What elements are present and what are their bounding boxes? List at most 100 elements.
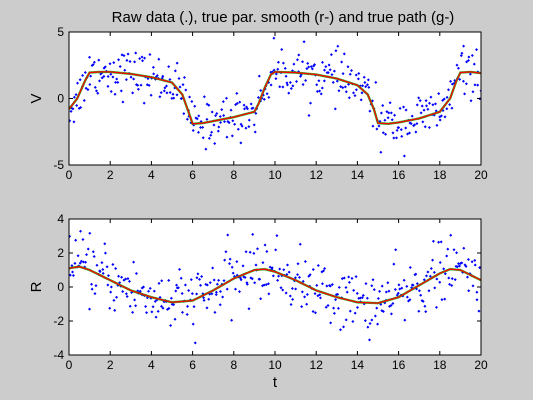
- raw-data-point: [113, 92, 117, 96]
- x-tick-label: 20: [474, 358, 488, 372]
- y-tick-label: -2: [53, 314, 64, 328]
- raw-data-point: [259, 88, 263, 92]
- raw-data-point: [235, 101, 239, 105]
- raw-data-point: [370, 318, 374, 322]
- raw-data-point: [103, 251, 107, 255]
- raw-data-point: [309, 101, 313, 105]
- raw-data-point: [123, 68, 127, 72]
- raw-data-point: [76, 81, 80, 85]
- raw-data-point: [295, 58, 299, 62]
- raw-data-point: [411, 283, 415, 287]
- raw-data-point: [155, 74, 159, 78]
- raw-data-point: [449, 79, 453, 83]
- raw-data-point: [419, 293, 423, 297]
- raw-data-point: [305, 293, 309, 297]
- raw-data-point: [460, 51, 464, 55]
- raw-data-point: [461, 79, 465, 83]
- raw-data-point: [71, 107, 75, 111]
- raw-data-point: [197, 277, 201, 281]
- raw-data-point: [296, 262, 300, 266]
- raw-data-point: [182, 112, 186, 116]
- raw-data-point: [376, 296, 380, 300]
- raw-data-point: [115, 77, 119, 81]
- raw-data-point: [214, 114, 218, 118]
- raw-data-point: [274, 72, 278, 76]
- raw-data-point: [384, 290, 388, 294]
- raw-data-point: [302, 40, 306, 44]
- raw-data-point: [71, 270, 75, 274]
- raw-data-point: [345, 290, 349, 294]
- raw-data-point: [439, 114, 443, 118]
- raw-data-point: [422, 278, 426, 282]
- raw-data-point: [112, 298, 116, 302]
- raw-data-point: [252, 251, 256, 255]
- y-tick-label: -4: [53, 348, 64, 362]
- raw-data-point: [363, 80, 367, 84]
- raw-data-point: [94, 284, 98, 288]
- raw-data-point: [353, 94, 357, 98]
- raw-data-point: [256, 247, 260, 251]
- raw-data-point: [449, 233, 453, 237]
- raw-data-point: [226, 233, 230, 237]
- plot-area: [69, 32, 481, 165]
- raw-data-point: [81, 74, 85, 78]
- raw-data-point: [443, 115, 447, 119]
- raw-data-point: [131, 310, 135, 314]
- raw-data-point: [85, 253, 89, 257]
- raw-data-point: [281, 85, 285, 89]
- raw-data-point: [208, 281, 212, 285]
- raw-data-point: [183, 283, 187, 287]
- raw-data-point: [205, 283, 209, 287]
- raw-data-point: [263, 243, 267, 247]
- raw-data-point: [73, 261, 77, 265]
- raw-data-point: [72, 120, 76, 124]
- raw-data-point: [188, 95, 192, 99]
- raw-data-point: [317, 79, 321, 83]
- raw-data-point: [207, 136, 211, 140]
- raw-data-point: [165, 91, 169, 95]
- raw-data-point: [271, 274, 275, 278]
- raw-data-point: [397, 283, 401, 287]
- raw-data-point: [131, 91, 135, 95]
- raw-data-point: [371, 278, 375, 282]
- raw-data-point: [429, 95, 433, 99]
- raw-data-point: [256, 95, 260, 99]
- r-subplot: 0 2 4 6 8 10 12 14 16 18 20 -4 -2 0 2 4 Rt: [28, 212, 488, 391]
- raw-data-point: [287, 91, 291, 95]
- raw-data-point: [426, 107, 430, 111]
- raw-data-point: [116, 80, 120, 84]
- x-tick-label: 14: [351, 358, 365, 372]
- raw-data-point: [448, 103, 452, 107]
- x-tick-label: 20: [474, 168, 488, 182]
- x-tick-label: 2: [107, 358, 114, 372]
- raw-data-point: [78, 78, 82, 82]
- raw-data-point: [117, 58, 121, 62]
- raw-data-point: [236, 127, 240, 131]
- raw-data-point: [397, 126, 401, 130]
- raw-data-point: [94, 89, 98, 93]
- raw-data-point: [415, 103, 419, 107]
- raw-data-point: [106, 283, 110, 287]
- raw-data-point: [456, 66, 460, 70]
- raw-data-point: [300, 305, 304, 309]
- raw-data-point: [319, 92, 323, 96]
- raw-data-point: [348, 72, 352, 76]
- raw-data-point: [74, 238, 78, 242]
- raw-data-point: [381, 309, 385, 313]
- raw-data-point: [409, 122, 413, 126]
- raw-data-point: [334, 298, 338, 302]
- raw-data-point: [424, 99, 428, 103]
- raw-data-point: [347, 275, 351, 279]
- raw-data-point: [328, 68, 332, 72]
- raw-data-point: [258, 277, 262, 281]
- raw-data-point: [152, 289, 156, 293]
- raw-data-point: [108, 306, 112, 310]
- raw-data-point: [303, 295, 307, 299]
- raw-data-point: [301, 83, 305, 87]
- raw-data-point: [344, 318, 348, 322]
- raw-data-point: [178, 85, 182, 89]
- raw-data-point: [431, 103, 435, 107]
- raw-data-point: [289, 86, 293, 90]
- raw-data-point: [455, 251, 459, 255]
